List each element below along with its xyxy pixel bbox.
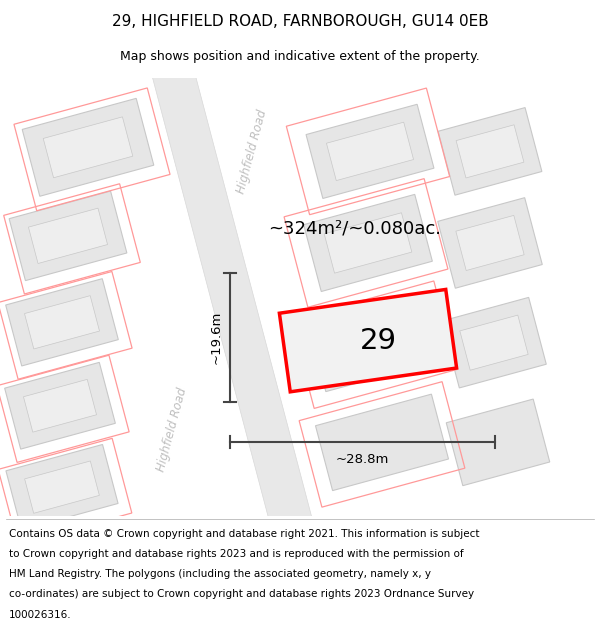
Polygon shape <box>438 107 542 195</box>
Polygon shape <box>9 191 127 281</box>
Text: Contains OS data © Crown copyright and database right 2021. This information is : Contains OS data © Crown copyright and d… <box>9 529 479 539</box>
Polygon shape <box>5 279 118 366</box>
Polygon shape <box>329 312 419 373</box>
Text: 29, HIGHFIELD ROAD, FARNBOROUGH, GU14 0EB: 29, HIGHFIELD ROAD, FARNBOROUGH, GU14 0E… <box>112 14 488 29</box>
Polygon shape <box>456 216 524 271</box>
Polygon shape <box>28 208 107 264</box>
Text: co-ordinates) are subject to Crown copyright and database rights 2023 Ordnance S: co-ordinates) are subject to Crown copyr… <box>9 589 474 599</box>
Polygon shape <box>5 362 115 449</box>
Polygon shape <box>306 104 434 199</box>
Text: Highfield Road: Highfield Road <box>235 108 269 195</box>
Text: 29: 29 <box>359 327 397 354</box>
Text: 100026316.: 100026316. <box>9 610 71 620</box>
Polygon shape <box>22 98 154 196</box>
Polygon shape <box>25 461 100 513</box>
Polygon shape <box>324 213 412 273</box>
Text: Map shows position and indicative extent of the property.: Map shows position and indicative extent… <box>120 50 480 62</box>
Text: to Crown copyright and database rights 2023 and is reproduced with the permissio: to Crown copyright and database rights 2… <box>9 549 464 559</box>
Polygon shape <box>280 289 457 392</box>
Polygon shape <box>316 394 448 491</box>
Text: ~28.8m: ~28.8m <box>336 453 389 466</box>
Polygon shape <box>326 122 413 181</box>
Text: HM Land Registry. The polygons (including the associated geometry, namely x, y: HM Land Registry. The polygons (includin… <box>9 569 431 579</box>
Polygon shape <box>304 194 433 291</box>
Text: Highfield Road: Highfield Road <box>155 386 190 472</box>
Polygon shape <box>456 125 524 178</box>
Polygon shape <box>446 399 550 486</box>
Polygon shape <box>143 31 321 563</box>
Text: ~324m²/~0.080ac.: ~324m²/~0.080ac. <box>269 220 442 238</box>
Polygon shape <box>23 379 97 432</box>
Polygon shape <box>25 296 100 349</box>
Polygon shape <box>460 315 528 370</box>
Polygon shape <box>6 444 118 530</box>
Polygon shape <box>438 198 542 288</box>
Polygon shape <box>442 298 546 388</box>
Text: ~19.6m: ~19.6m <box>209 311 223 364</box>
Polygon shape <box>308 294 440 392</box>
Polygon shape <box>43 117 133 178</box>
